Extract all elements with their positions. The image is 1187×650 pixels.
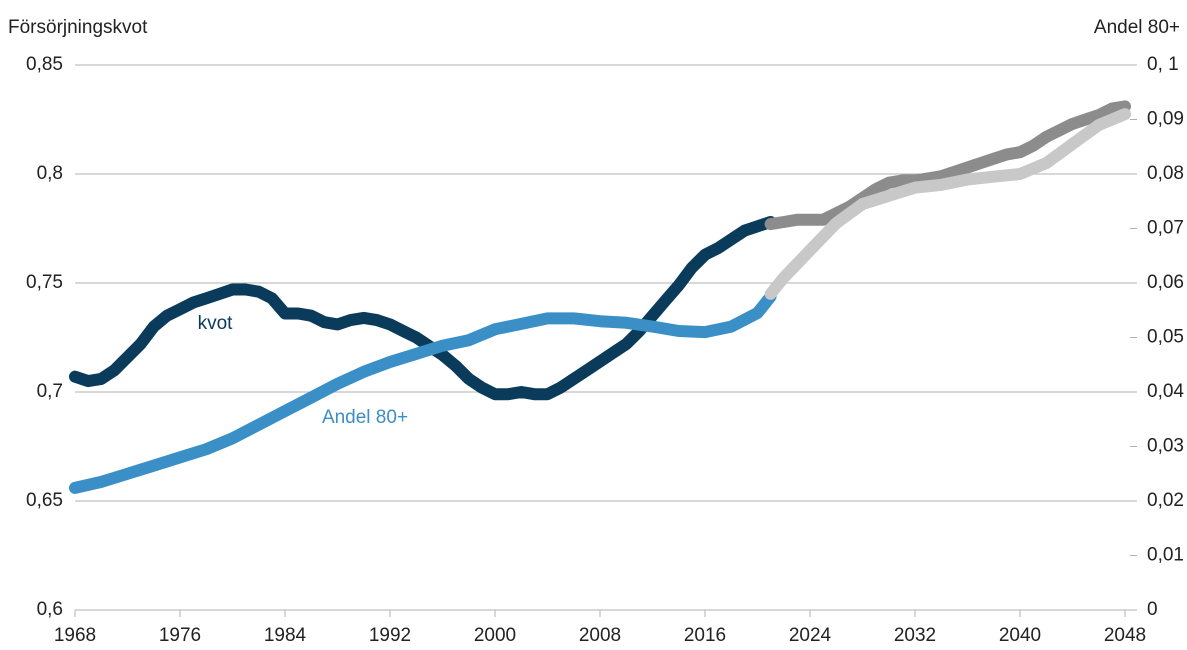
x-tick-label: 1968 [54, 625, 96, 646]
x-tick-label: 2040 [999, 625, 1041, 646]
x-tick-label: 2016 [684, 625, 726, 646]
series-line [69, 216, 777, 401]
y2-tick-label: 0,04 [1147, 381, 1184, 402]
x-tick-label: 2048 [1104, 625, 1146, 646]
x-tick-label: 2000 [474, 625, 516, 646]
series-line [764, 100, 1131, 231]
y2-tick-label: 0,01 [1147, 545, 1184, 566]
y2-tick-label: 0,03 [1147, 436, 1184, 457]
y-tick-label: 0,6 [37, 599, 63, 620]
x-tick-label: 2032 [894, 625, 936, 646]
x-tick-label: 1976 [159, 625, 201, 646]
x-tick-label: 2008 [579, 625, 621, 646]
y2-tick-label: 0,07 [1147, 218, 1184, 239]
y-tick-label: 0,75 [26, 272, 63, 293]
x-tick-label: 1984 [264, 625, 307, 646]
y2-tick-label: 0,08 [1147, 163, 1184, 184]
y2-tick-label: 0,05 [1147, 327, 1184, 348]
series-label: kvot [198, 313, 234, 334]
y-axis-title: Försörjningskvot [8, 17, 148, 38]
x-tick-label: 1992 [369, 625, 411, 646]
y2-tick-label: 0 [1147, 599, 1158, 620]
y2-axis-title: Andel 80+ [1094, 17, 1180, 38]
series-line [764, 108, 1131, 300]
y-tick-label: 0,85 [26, 54, 63, 75]
y-tick-label: 0,8 [37, 163, 63, 184]
y2-tick-label: 0,02 [1147, 490, 1184, 511]
y-tick-label: 0,65 [26, 490, 63, 511]
series-line [69, 290, 777, 494]
series-label: Andel 80+ [322, 407, 408, 428]
y2-tick-label: 0, 1 [1147, 54, 1179, 75]
y2-tick-label: 0,09 [1147, 109, 1184, 130]
y-tick-label: 0,7 [37, 381, 63, 402]
x-tick-label: 2024 [789, 625, 832, 646]
y2-tick-label: 0,06 [1147, 272, 1184, 293]
